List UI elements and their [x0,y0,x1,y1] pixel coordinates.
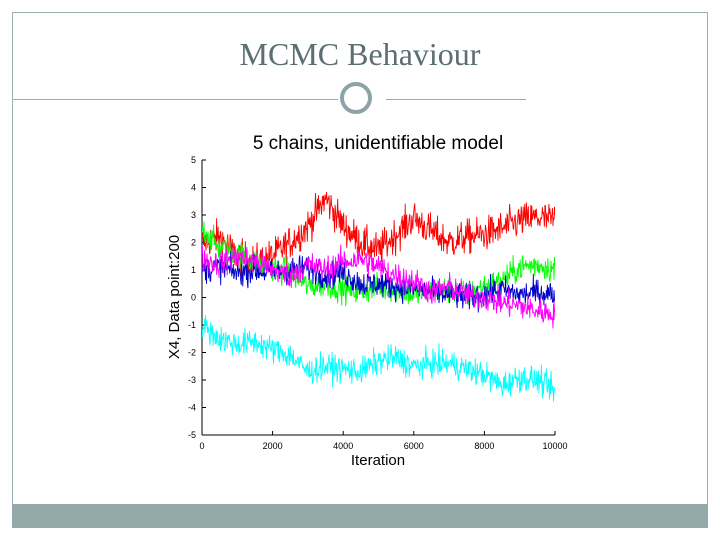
y-tick-label: -3 [188,375,196,385]
slide-title: MCMC Behaviour [239,36,481,72]
title-divider-left [12,99,338,100]
x-tick-label: 2000 [263,441,283,451]
x-tick-label: 8000 [474,441,494,451]
footer-bar [12,504,708,528]
chart-title: 5 chains, unidentifiable model [253,133,503,154]
y-tick-label: -5 [188,430,196,440]
x-tick-label: 0 [199,441,204,451]
y-axis-label: X4, Data point:200 [166,235,183,359]
x-tick-label: 4000 [333,441,353,451]
y-tick-label: 2 [191,238,196,248]
y-tick-label: 3 [191,210,196,220]
y-tick-label: 1 [191,265,196,275]
y-tick-label: -2 [188,348,196,358]
y-tick-label: 4 [191,183,196,193]
y-tick-label: -4 [188,403,196,413]
chain-trace-line [202,244,555,329]
y-tick-label: 5 [191,155,196,165]
title-ornament-circle [340,82,372,114]
x-axis-label: Iteration [351,452,405,469]
chain-trace-line [202,191,555,278]
x-tick-label: 6000 [404,441,424,451]
chain-trace-line [202,315,555,402]
x-tick-label: 10000 [542,441,567,451]
title-divider-right [386,99,526,100]
mcmc-trace-chart: 5 chains, unidentifiable model Iteration… [166,133,568,469]
y-tick-label: -1 [188,320,196,330]
y-tick-label: 0 [191,293,196,303]
plot-area: 0 2000 4000 6000 8000 10000 5 4 3 2 1 0 -1 -2 -3 -4 -5 [188,155,568,451]
